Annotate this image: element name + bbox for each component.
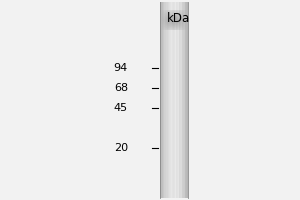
Text: kDa: kDa [167,12,190,25]
Text: 94: 94 [114,63,128,73]
Text: 68: 68 [114,83,128,93]
Text: 20: 20 [114,143,128,153]
Text: 45: 45 [114,103,128,113]
